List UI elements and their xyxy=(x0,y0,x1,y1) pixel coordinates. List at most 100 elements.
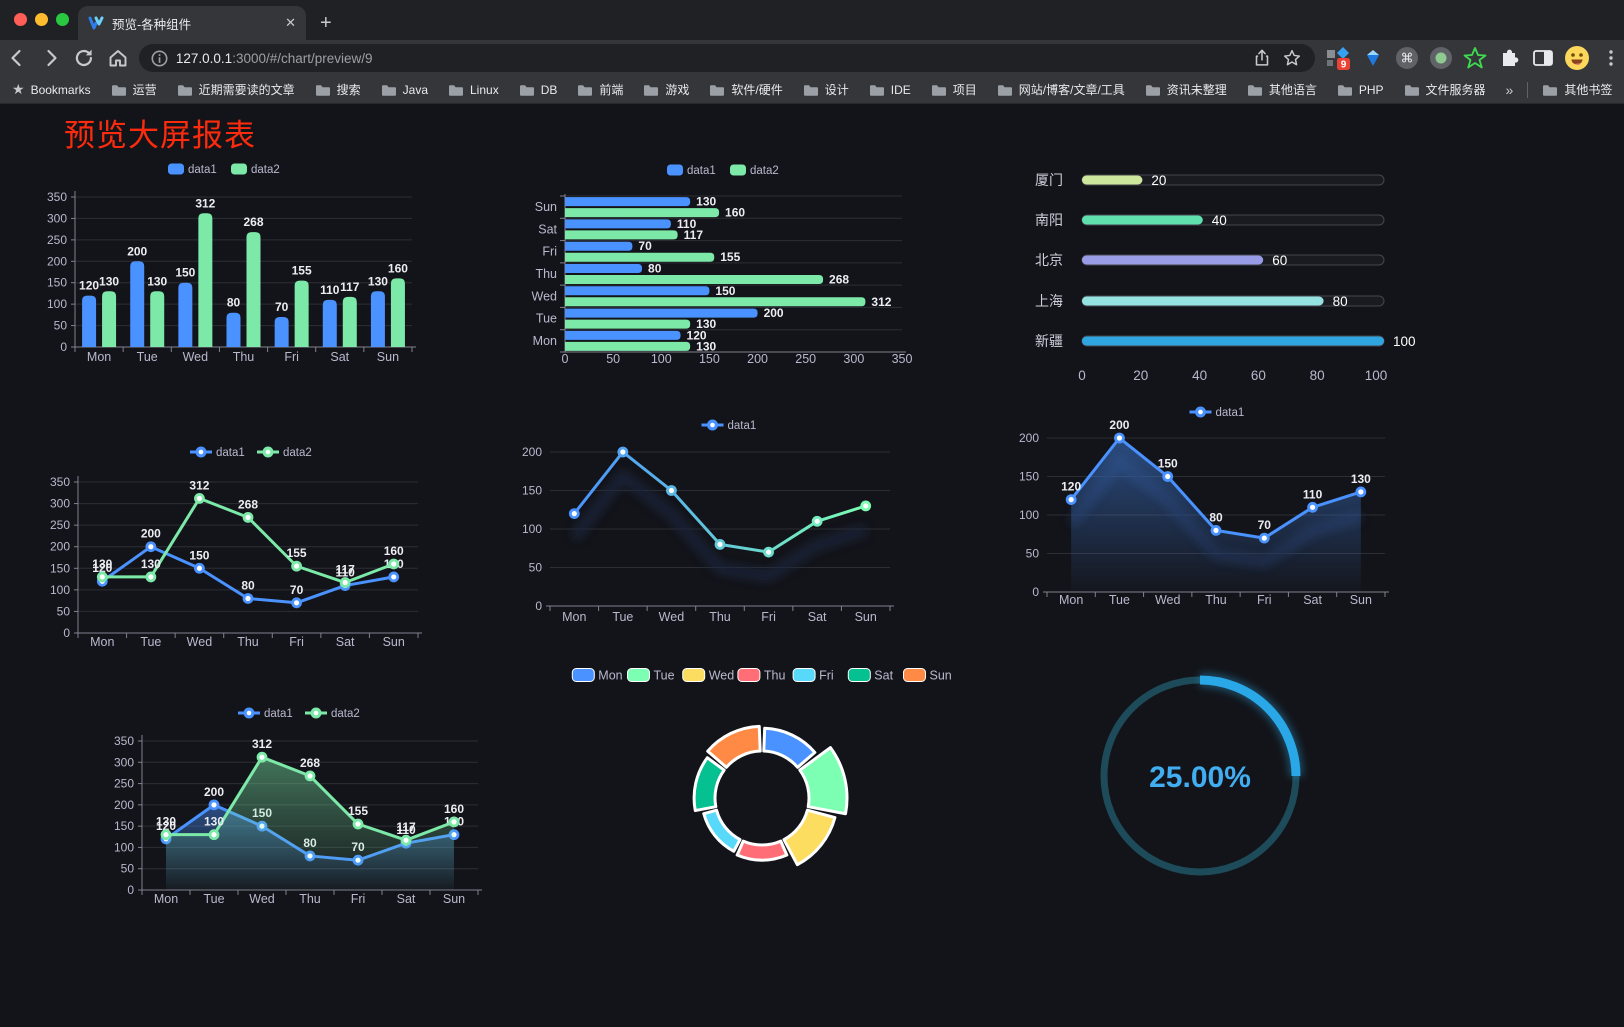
tab-title: 预览-各种组件 xyxy=(112,17,192,32)
svg-text:130: 130 xyxy=(92,557,112,571)
svg-text:155: 155 xyxy=(720,250,740,264)
svg-text:350: 350 xyxy=(50,475,70,489)
svg-text:Mon: Mon xyxy=(154,892,178,906)
extensions-puzzle-icon[interactable] xyxy=(1495,45,1522,72)
svg-text:70: 70 xyxy=(275,300,289,314)
bookmark-folder[interactable]: 游戏 xyxy=(643,81,689,98)
svg-text:150: 150 xyxy=(114,819,134,833)
url-bar[interactable]: 127.0.0.1:3000/#/chart/preview/9 xyxy=(138,44,1316,72)
profile-avatar[interactable] xyxy=(1563,45,1590,72)
folder-icon xyxy=(710,84,725,96)
sidebar-toggle-icon[interactable] xyxy=(1529,45,1556,72)
svg-text:300: 300 xyxy=(114,755,134,769)
svg-text:160: 160 xyxy=(384,544,404,558)
site-info-icon[interactable] xyxy=(151,50,168,67)
extension-gem-icon[interactable] xyxy=(1359,45,1386,72)
dashboard-preview-page: 预览大屏报表 data1 data2 0 50 100 150 200 250 300 350 Mo… xyxy=(0,104,1624,1026)
bookmarks-bar: ★ Bookmarks 运营 近期需要读的文章 搜索 Java Linux DB… xyxy=(0,76,1624,104)
forward-button[interactable] xyxy=(34,44,68,72)
svg-text:Wed: Wed xyxy=(1155,593,1181,607)
svg-text:Fri: Fri xyxy=(819,669,834,683)
traffic-lights[interactable] xyxy=(14,13,69,26)
new-tab-button[interactable]: + xyxy=(320,12,332,34)
extension-badge-count: 9 xyxy=(1341,59,1347,70)
bookmark-folder[interactable]: 软件/硬件 xyxy=(709,81,783,98)
svg-text:Thu: Thu xyxy=(764,669,786,683)
folder-icon xyxy=(931,84,946,96)
bookmark-folder[interactable]: 其他语言 xyxy=(1247,81,1317,98)
share-icon[interactable] xyxy=(1251,47,1273,69)
svg-text:data1: data1 xyxy=(188,164,217,176)
svg-text:130: 130 xyxy=(147,274,167,288)
bookmark-folder[interactable]: Java xyxy=(381,83,428,97)
bookmarks-star-icon: ★ xyxy=(12,81,25,97)
svg-text:250: 250 xyxy=(47,233,67,247)
bookmark-folder[interactable]: DB xyxy=(519,83,557,97)
svg-text:200: 200 xyxy=(764,306,784,320)
reload-button[interactable] xyxy=(67,44,101,72)
bookmark-folder[interactable]: 项目 xyxy=(931,81,977,98)
bookmark-star-icon[interactable] xyxy=(1281,47,1303,69)
extension-green-star-icon[interactable] xyxy=(1461,45,1488,72)
browser-tab[interactable]: 预览-各种组件 ✕ xyxy=(78,6,306,40)
maximize-window-button[interactable] xyxy=(56,13,69,26)
browser-menu-icon[interactable] xyxy=(1597,45,1624,72)
svg-text:150: 150 xyxy=(522,484,542,498)
forward-icon xyxy=(46,49,57,67)
svg-text:Sun: Sun xyxy=(383,635,405,649)
svg-text:0: 0 xyxy=(535,599,542,613)
bookmark-folder[interactable]: 网站/博客/文章/工具 xyxy=(997,81,1125,98)
bookmarks-overflow-chevron[interactable]: » xyxy=(1505,81,1514,98)
close-window-button[interactable] xyxy=(14,13,27,26)
bookmark-folder[interactable]: 搜索 xyxy=(315,81,361,98)
svg-text:110: 110 xyxy=(1303,487,1323,501)
bookmark-folder[interactable]: 资讯未整理 xyxy=(1145,81,1227,98)
svg-text:130: 130 xyxy=(204,815,224,829)
svg-text:300: 300 xyxy=(50,497,70,511)
svg-text:150: 150 xyxy=(715,284,735,298)
bookmark-folder[interactable]: PHP xyxy=(1337,83,1384,97)
chart-rose-pie: Mon Tue Wed Thu Fri Sat Sun xyxy=(545,655,985,910)
svg-text:厦门: 厦门 xyxy=(1035,172,1063,188)
svg-text:20: 20 xyxy=(1151,173,1166,188)
bookmark-folder[interactable]: 运营 xyxy=(111,81,157,98)
svg-text:200: 200 xyxy=(747,352,768,366)
svg-text:155: 155 xyxy=(292,264,312,278)
svg-text:150: 150 xyxy=(50,561,70,575)
bookmark-folder[interactable]: 近期需要读的文章 xyxy=(177,81,295,98)
bookmarks-label[interactable]: Bookmarks xyxy=(30,82,91,97)
svg-text:Wed: Wed xyxy=(183,350,209,364)
bookmark-folder[interactable]: 前端 xyxy=(577,81,623,98)
minimize-window-button[interactable] xyxy=(35,13,48,26)
other-bookmarks-folder[interactable]: 其他书签 xyxy=(1542,81,1612,98)
svg-text:50: 50 xyxy=(606,352,620,366)
tab-close-icon[interactable]: ✕ xyxy=(285,15,296,30)
svg-text:Sat: Sat xyxy=(808,610,827,624)
chart-area-single: data1 0 50 100 150 200 Mon Tue Wed Thu Fri Sat Sun 12… xyxy=(985,388,1405,625)
svg-text:Fri: Fri xyxy=(1257,593,1272,607)
folder-icon xyxy=(1543,84,1558,96)
bookmark-folder[interactable]: 文件服务器 xyxy=(1404,81,1486,98)
url-text[interactable]: 127.0.0.1:3000/#/chart/preview/9 xyxy=(176,51,1243,66)
folder-icon xyxy=(803,84,818,96)
folder-icon xyxy=(869,84,884,96)
svg-text:20: 20 xyxy=(1133,368,1148,383)
bookmark-folder[interactable]: 设计 xyxy=(803,81,849,98)
bookmark-folder[interactable]: IDE xyxy=(869,83,911,97)
svg-text:Sun: Sun xyxy=(443,892,465,906)
svg-text:130: 130 xyxy=(156,815,176,829)
extension-recorder-icon[interactable] xyxy=(1427,45,1454,72)
svg-text:0: 0 xyxy=(1078,368,1086,383)
svg-text:110: 110 xyxy=(396,823,416,837)
home-button[interactable] xyxy=(101,44,135,72)
extension-command-icon[interactable]: ⌘ xyxy=(1393,45,1420,72)
svg-text:80: 80 xyxy=(1333,294,1348,309)
svg-text:200: 200 xyxy=(127,244,147,258)
back-button[interactable] xyxy=(0,44,34,72)
svg-text:100: 100 xyxy=(50,583,70,597)
bookmark-folder[interactable]: Linux xyxy=(448,83,499,97)
svg-text:0: 0 xyxy=(60,340,67,354)
svg-text:Mon: Mon xyxy=(562,610,586,624)
extension-tampermonkey-icon[interactable]: 9 xyxy=(1325,45,1352,72)
svg-text:0: 0 xyxy=(127,883,134,897)
